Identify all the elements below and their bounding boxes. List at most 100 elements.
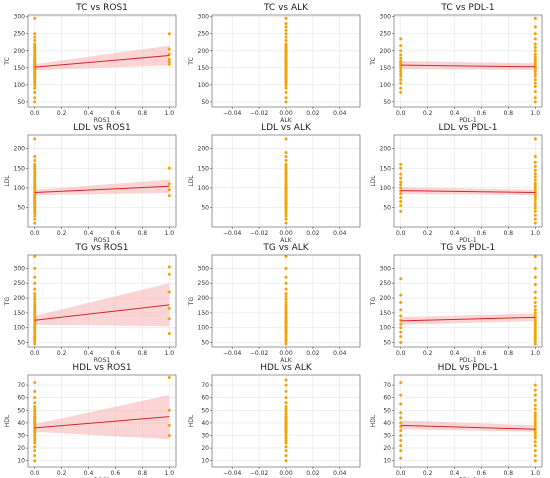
x-tick-label: 0.2 (57, 470, 67, 477)
confidence-band (400, 61, 536, 70)
data-point (167, 60, 171, 64)
x-tick-label: 0.8 (504, 350, 514, 357)
data-point (399, 180, 403, 184)
data-point (33, 84, 37, 88)
data-point (33, 441, 37, 445)
x-tick-label: 0.02 (306, 350, 320, 357)
y-tick-label: 300 (14, 14, 26, 21)
data-point (167, 57, 171, 61)
data-point (533, 181, 537, 185)
subplot: −0.04 −0.02 0.00 0.02 0.04 50 100 150 200 250 300 T… (188, 243, 361, 364)
data-point (33, 292, 37, 296)
y-tick-label: 100 (380, 185, 392, 192)
y-tick-label: 30 (201, 432, 209, 439)
y-tick-label: 40 (17, 420, 25, 427)
data-point (533, 433, 537, 437)
data-point (533, 342, 537, 346)
data-point (533, 16, 537, 20)
data-point (33, 16, 37, 20)
plot-frame (393, 14, 543, 108)
y-tick-label: 250 (198, 31, 210, 38)
data-point (284, 22, 288, 26)
data-point (33, 281, 37, 285)
y-axis-label: LDL (188, 175, 195, 187)
data-point (284, 28, 288, 32)
data-point (533, 311, 537, 315)
data-point (284, 292, 288, 296)
y-tick-label: 30 (17, 432, 25, 439)
subplot: 0.0 0.2 0.4 0.6 0.8 1.0 50 100 150 200 250 300 TC vs… (370, 3, 543, 124)
y-tick-label: 60 (201, 395, 209, 402)
data-point (399, 74, 403, 78)
data-point (533, 203, 537, 207)
data-point (399, 86, 403, 90)
y-tick-label: 200 (14, 146, 26, 153)
data-point (399, 330, 403, 334)
data-point (533, 332, 537, 336)
data-point (533, 290, 537, 294)
data-point (33, 266, 37, 270)
y-tick-label: 100 (380, 325, 392, 332)
data-point (533, 213, 537, 217)
data-point (533, 42, 537, 46)
y-tick-label: 40 (383, 420, 391, 427)
data-point (533, 81, 537, 85)
data-point (33, 35, 37, 39)
x-tick-label: 0.0 (396, 110, 406, 117)
data-point (399, 433, 403, 437)
data-point (33, 439, 37, 443)
x-tick-label: −0.02 (250, 470, 269, 477)
data-point (533, 78, 537, 82)
y-tick-label: 50 (201, 99, 209, 106)
data-point (533, 184, 537, 188)
data-point (284, 303, 288, 307)
y-tick-label: 100 (14, 185, 26, 192)
x-tick-label: 0.2 (423, 110, 433, 117)
y-axis-label: TC (370, 57, 377, 66)
x-axis-label: ALK (280, 357, 292, 364)
x-tick-label: 1.0 (530, 470, 540, 477)
x-tick-label: 0.00 (279, 230, 293, 237)
data-point (399, 162, 403, 166)
data-point (284, 158, 288, 162)
data-point (533, 398, 537, 402)
data-point (167, 188, 171, 192)
y-tick-label: 50 (17, 99, 25, 106)
y-tick-label: 60 (383, 395, 391, 402)
x-axis-label: ROS1 (94, 117, 111, 124)
data-point (167, 265, 171, 269)
x-axis-label: ROS1 (94, 357, 111, 364)
data-point (399, 341, 403, 345)
data-point (284, 378, 288, 382)
data-point (167, 306, 171, 310)
plot-frame (27, 134, 177, 228)
data-point (533, 319, 537, 323)
data-point (33, 86, 37, 90)
data-point (399, 78, 403, 82)
data-point (399, 90, 403, 94)
y-tick-label: 20 (17, 445, 25, 452)
y-tick-label: 250 (198, 280, 210, 287)
data-point (533, 72, 537, 76)
plot-frame (393, 374, 543, 468)
x-tick-label: 0.6 (477, 110, 487, 117)
data-point (284, 405, 288, 409)
data-point (284, 151, 288, 155)
data-point (399, 393, 403, 397)
y-axis-label: HDL (370, 414, 377, 427)
subplot: 0.0 0.2 0.4 0.6 0.8 1.0 50 100 150 200 250 300 TG vs… (4, 243, 177, 364)
subplot-title: HDL vs PDL-1 (438, 363, 499, 373)
y-axis-label: TG (188, 296, 195, 306)
data-point (399, 196, 403, 200)
data-point (533, 55, 537, 59)
data-point (533, 431, 537, 435)
data-point (284, 32, 288, 36)
data-point (533, 160, 537, 164)
subplot: −0.04 −0.02 0.00 0.02 0.04 50 100 150 200 LDL vs … (188, 123, 361, 244)
subplot-title: HDL vs ROS1 (72, 363, 131, 373)
subplot-title: LDL vs ALK (261, 123, 312, 133)
x-tick-label: −0.02 (250, 350, 269, 357)
data-point (533, 423, 537, 427)
data-point (33, 339, 37, 343)
y-tick-label: 300 (198, 14, 210, 21)
